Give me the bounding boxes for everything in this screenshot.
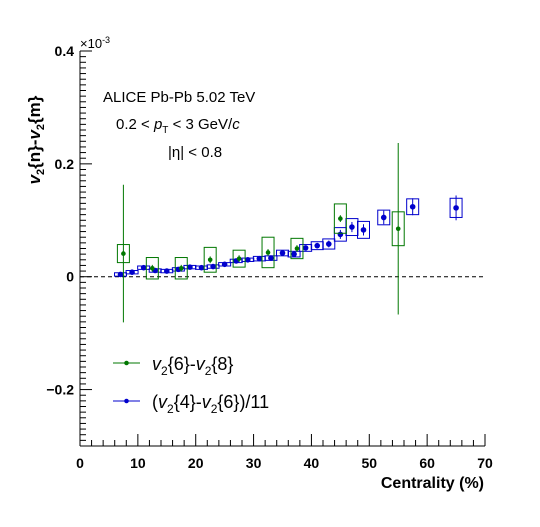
sys-box-green <box>232 249 246 268</box>
point-blue <box>314 242 321 249</box>
x-tick-label: 60 <box>419 455 435 471</box>
point-green <box>121 251 126 256</box>
point-blue <box>129 269 135 276</box>
point-blue <box>187 264 193 270</box>
point-blue <box>210 263 216 270</box>
y-tick-label: −0.2 <box>46 382 74 398</box>
point-blue <box>291 251 297 257</box>
point-green <box>236 256 242 261</box>
point-blue <box>140 264 147 271</box>
point-blue <box>349 224 355 230</box>
sys-box-blue <box>287 250 301 258</box>
experiment-label: ALICE Pb-Pb 5.02 TeV <box>103 89 255 106</box>
point-blue <box>279 250 286 256</box>
data-marks <box>114 142 463 323</box>
point-blue <box>268 255 274 261</box>
point-green <box>265 250 271 255</box>
point-green <box>338 216 343 221</box>
point-blue <box>453 205 459 211</box>
sys-box-green <box>290 237 304 260</box>
x-tick-label: 70 <box>477 455 493 471</box>
axis-ticks: 0 10 20 30 40 50 60 70 −0.2 0 0.2 0.4 <box>46 43 493 471</box>
sys-box-blue <box>357 220 370 239</box>
legend-entry-v24-v26: (v2{4}-v2{6})/11 <box>152 392 269 416</box>
point-blue <box>221 261 228 268</box>
point-green <box>395 226 401 232</box>
x-tick-label: 0 <box>76 455 84 471</box>
legend-marker-green <box>124 360 129 366</box>
x-tick-label: 20 <box>188 455 204 471</box>
point-blue <box>198 264 205 271</box>
point-blue <box>360 227 367 233</box>
point-green <box>294 246 300 251</box>
y-exponent: ×10-3 <box>80 35 110 51</box>
point-blue <box>325 241 332 247</box>
legend-marker-blue <box>124 398 129 404</box>
point-blue <box>117 271 124 278</box>
y-tick-label: 0.2 <box>55 156 75 172</box>
eta-range-label: |η| < 0.8 <box>168 144 222 161</box>
point-blue <box>256 255 263 262</box>
sys-box-green <box>261 236 275 269</box>
x-axis-label: Centrality (%) <box>381 475 484 492</box>
legend-entry-v26-v28: v2{6}-v2{8} <box>152 354 233 378</box>
sys-box-green <box>333 203 347 234</box>
point-blue <box>244 256 251 263</box>
x-tick-label: 30 <box>246 455 262 471</box>
point-blue <box>163 268 170 274</box>
point-blue <box>409 203 416 210</box>
y-tick-label: 0.4 <box>55 43 75 59</box>
point-blue <box>337 231 344 238</box>
legend: v2{6}-v2{8} (v2{4}-v2{6})/11 <box>113 354 269 416</box>
pt-range-label: 0.2 < pT < 3 GeV/c <box>116 116 240 136</box>
y-tick-label: 0 <box>66 269 74 285</box>
point-blue <box>380 214 387 221</box>
point-blue <box>302 245 309 251</box>
point-green <box>207 257 213 263</box>
y-axis-label: v2{n}-v2{m} <box>25 95 47 184</box>
sys-box-green <box>203 246 217 273</box>
sys-box-blue <box>377 209 391 226</box>
point-green <box>178 265 184 271</box>
x-tick-label: 10 <box>130 455 146 471</box>
sys-box-green <box>174 257 188 280</box>
sys-box-green <box>145 257 159 280</box>
x-tick-label: 50 <box>361 455 377 471</box>
point-green <box>150 265 155 271</box>
x-tick-label: 40 <box>304 455 320 471</box>
sys-box-blue <box>322 238 336 250</box>
